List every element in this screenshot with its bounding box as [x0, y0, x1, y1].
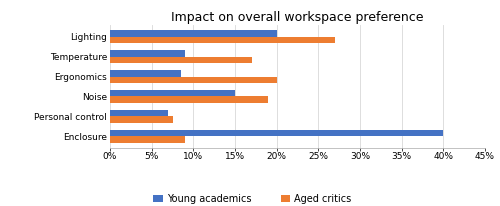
Bar [110, 130, 444, 136]
Bar [110, 136, 185, 143]
Bar [110, 110, 168, 116]
Bar [110, 96, 268, 103]
Bar [110, 50, 185, 57]
Bar [110, 70, 181, 77]
Legend: Young academics, Aged critics: Young academics, Aged critics [150, 190, 356, 206]
Bar [110, 37, 335, 43]
Bar [110, 90, 235, 96]
Bar [110, 30, 276, 37]
Title: Impact on overall workspace preference: Impact on overall workspace preference [171, 11, 424, 23]
Bar [110, 116, 172, 123]
Bar [110, 77, 276, 83]
Bar [110, 57, 252, 63]
